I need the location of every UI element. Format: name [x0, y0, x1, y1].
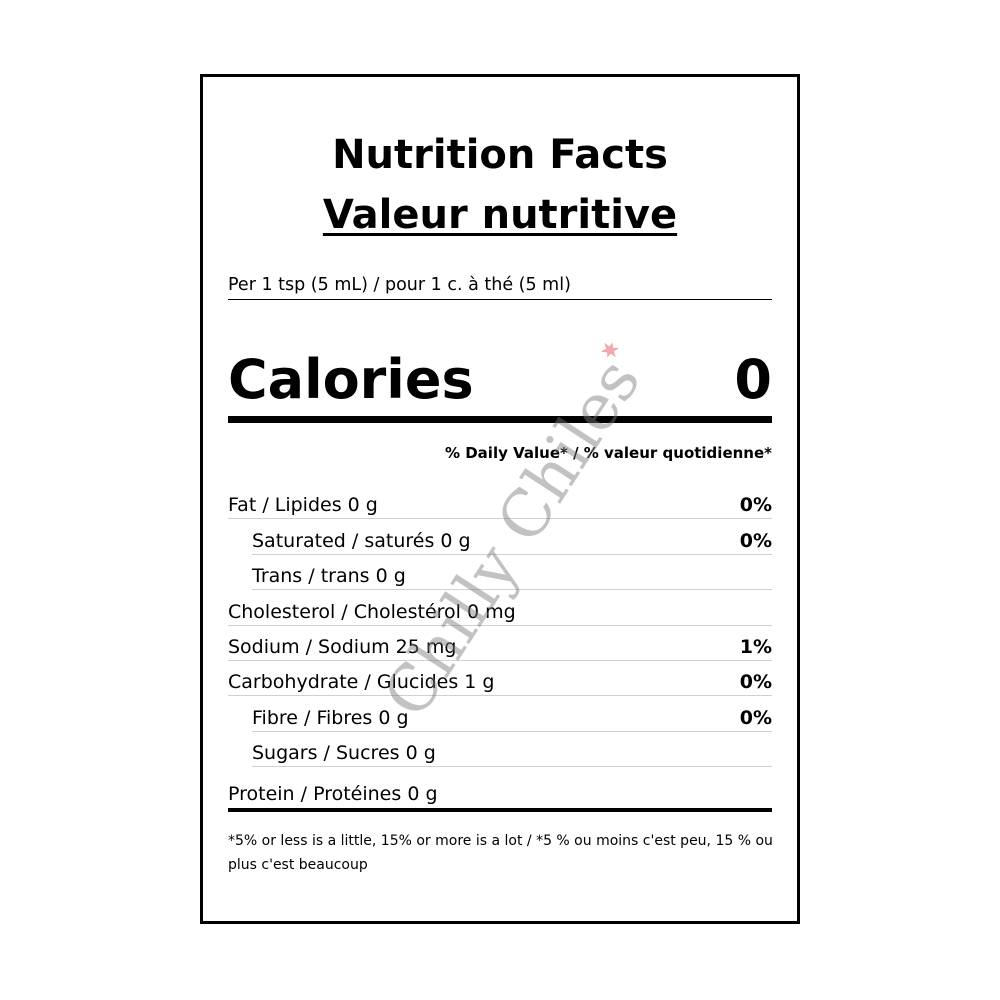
title-french: Valeur nutritive [203, 191, 797, 239]
nutrient-row-cholesterol: Cholesterol / Cholestérol 0 mg [228, 590, 772, 626]
nutrient-name: Fat / Lipides 0 g [228, 494, 378, 517]
nutrient-row-protein: Protein / Protéines 0 g [228, 767, 772, 807]
nutrient-dv: 0% [739, 529, 772, 552]
nutrient-name: Cholesterol / Cholestérol 0 mg [228, 600, 516, 623]
footnote: *5% or less is a little, 15% or more is … [228, 833, 773, 873]
nutrient-dv: 1% [739, 635, 772, 658]
nutrient-row-fibre: Fibre / Fibres 0 g 0% [252, 696, 772, 732]
nutrient-row-sodium: Sodium / Sodium 25 mg 1% [228, 626, 772, 661]
nutrient-name: Fibre / Fibres 0 g [252, 706, 409, 729]
daily-value-header: % Daily Value* / % valeur quotidienne* [444, 444, 772, 462]
nutrient-name: Carbohydrate / Glucides 1 g [228, 671, 495, 694]
calories-value: 0 [734, 348, 772, 411]
title-french-text: Valeur nutritive [322, 192, 678, 238]
bottom-divider [228, 808, 772, 812]
nutrient-name: Trans / trans 0 g [252, 565, 406, 588]
nutrient-rows: Fat / Lipides 0 g 0% Saturated / saturés … [228, 484, 772, 807]
nutrient-name: Sugars / Sucres 0 g [252, 742, 436, 765]
nutrient-row-carbohydrate: Carbohydrate / Glucides 1 g 0% [228, 661, 772, 697]
nutrient-name: Sodium / Sodium 25 mg [228, 635, 457, 658]
nutrient-dv: 0% [739, 706, 772, 729]
calories-label: Calories [228, 348, 474, 411]
serving-size: Per 1 tsp (5 mL) / pour 1 c. à thé (5 ml… [228, 273, 772, 300]
nutrient-row-trans: Trans / trans 0 g [252, 555, 772, 591]
nutrient-row-sugars: Sugars / Sucres 0 g [252, 732, 772, 768]
title-english: Nutrition Facts [332, 132, 668, 178]
nutrient-name: Protein / Protéines 0 g [228, 783, 438, 806]
nutrient-dv: 0% [739, 494, 772, 517]
nutrient-name: Saturated / saturés 0 g [252, 529, 471, 552]
nutrient-row-fat: Fat / Lipides 0 g 0% [228, 484, 772, 520]
nutrition-facts-panel: Nutrition Facts Valeur nutritive Per 1 t… [200, 74, 800, 924]
nutrient-row-saturated: Saturated / saturés 0 g 0% [252, 519, 772, 555]
calories-divider [228, 416, 772, 423]
nutrient-dv: 0% [739, 671, 772, 694]
